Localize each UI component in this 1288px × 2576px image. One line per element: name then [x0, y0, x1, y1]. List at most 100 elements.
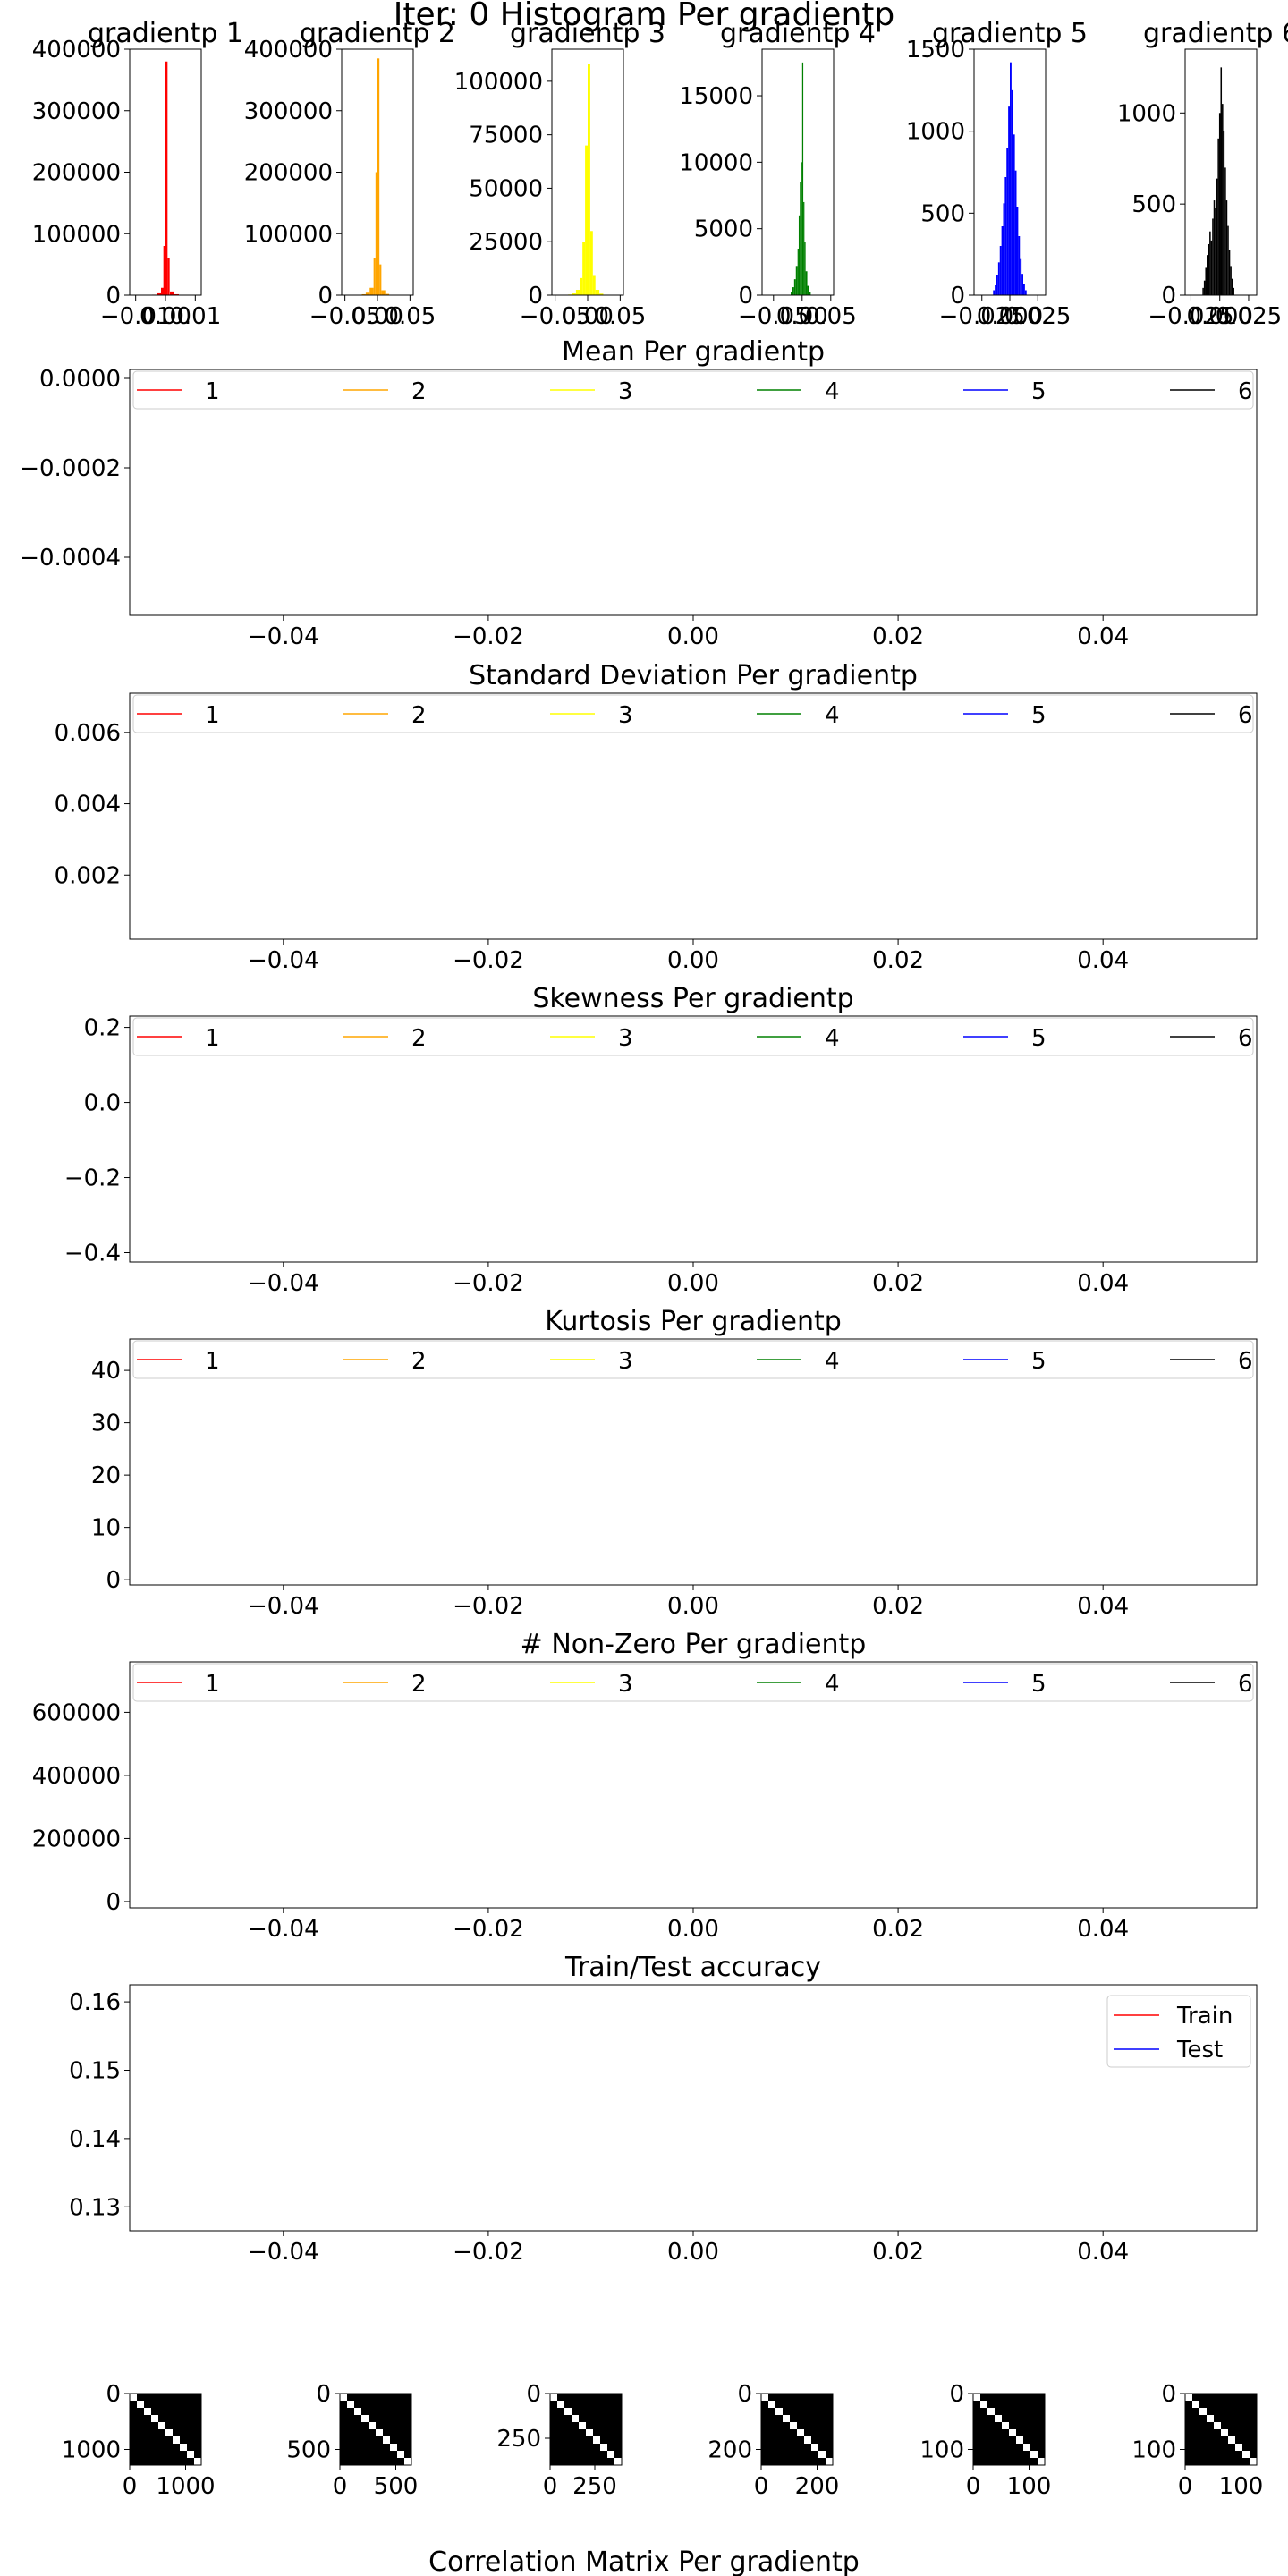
histogram-bar	[996, 275, 998, 295]
histogram-bar	[1220, 67, 1223, 296]
heatmap-cell	[1214, 2444, 1222, 2452]
heatmap-cell	[600, 2415, 608, 2423]
x-tick-label: −0.02	[453, 1916, 524, 1943]
heatmap-cell	[1199, 2401, 1208, 2409]
heatmap-frame	[549, 2393, 623, 2466]
heatmap-cell	[165, 2408, 174, 2416]
heatmap-cell	[1009, 2415, 1017, 2423]
x-tick-label: −0.04	[248, 2239, 319, 2266]
heatmap-cell	[761, 2458, 769, 2466]
heatmap-cell	[340, 2429, 348, 2437]
legend-frame	[132, 694, 1254, 733]
heatmap-cell	[383, 2444, 391, 2452]
heatmap-cell	[130, 2422, 138, 2430]
heatmap-cell	[826, 2394, 834, 2402]
heatmap-cell	[369, 2444, 377, 2452]
heatmap-cell	[340, 2408, 348, 2416]
x-tick-label: 0.00	[667, 623, 719, 650]
heatmap-cell	[1185, 2444, 1193, 2452]
heatmap-cell	[980, 2458, 988, 2466]
heatmap-cell	[600, 2429, 608, 2437]
histogram-bar	[801, 162, 802, 295]
histogram-bar	[165, 61, 168, 295]
x-tick-label: 1000	[156, 2473, 215, 2500]
heatmap-cell	[1023, 2401, 1031, 2409]
heatmap-cell	[144, 2444, 152, 2452]
legend-label-series-6: 6	[1238, 1671, 1253, 1698]
heatmap-cell	[557, 2458, 565, 2466]
x-tick-label: 0.04	[1077, 1916, 1129, 1943]
heatmap-cell	[1228, 2436, 1236, 2445]
legend-label-series-3: 3	[618, 702, 633, 729]
y-tick-label: 1000	[1117, 100, 1176, 127]
histogram-bar	[1010, 62, 1012, 296]
heatmap-cell	[151, 2429, 159, 2437]
heatmap-cell	[137, 2444, 145, 2452]
y-tick-label: 0	[106, 1567, 121, 1594]
heatmap-cell	[194, 2444, 202, 2452]
histogram-bar	[589, 231, 593, 295]
line-chart-title: Standard Deviation Per gradientp	[469, 660, 918, 691]
heatmap-cell	[390, 2444, 398, 2452]
heatmap-cell	[1192, 2429, 1200, 2437]
heatmap-cell	[1192, 2436, 1200, 2445]
heatmap-cell	[761, 2394, 769, 2402]
heatmap-cell	[790, 2415, 798, 2423]
x-tick-label: 0.01	[169, 303, 221, 330]
heatmap-cell	[973, 2401, 981, 2409]
heatmap-cell	[564, 2444, 572, 2452]
heatmap-cell	[572, 2429, 580, 2437]
heatmap-cell	[790, 2422, 798, 2430]
x-tick-label: 0.04	[1077, 1593, 1129, 1620]
y-tick-label: 0.0000	[39, 366, 121, 393]
legend-label-series-1: 1	[205, 378, 220, 405]
legend-label-series-1: 1	[205, 702, 220, 729]
heatmap-cell	[973, 2444, 981, 2452]
figure-suptitle: Iter: 0 Histogram Per gradientp	[394, 0, 894, 33]
heatmap-cell	[811, 2458, 819, 2466]
heatmap-cell	[1221, 2444, 1229, 2452]
heatmap-cell	[768, 2415, 776, 2423]
heatmap-cell	[383, 2429, 391, 2437]
histogram-bar	[592, 275, 596, 295]
heatmap-cell	[607, 2422, 615, 2430]
heatmap-cell	[1038, 2429, 1046, 2437]
histogram-bar	[804, 242, 806, 295]
y-tick-label: 100000	[244, 221, 333, 248]
x-tick-label: −0.02	[453, 2239, 524, 2266]
heatmap-cell	[130, 2458, 138, 2466]
histogram-bar	[381, 290, 386, 295]
x-tick-label: 0	[333, 2473, 348, 2500]
heatmap-cell	[818, 2429, 826, 2437]
heatmap-cell	[347, 2444, 355, 2452]
heatmap-cell	[1192, 2444, 1200, 2452]
histogram-bar	[1021, 274, 1023, 295]
x-tick-label: 0.00	[562, 303, 614, 330]
heatmap-cell	[180, 2458, 188, 2466]
heatmap-cell	[790, 2429, 798, 2437]
heatmap-cell	[361, 2436, 369, 2445]
heatmap-cell	[151, 2394, 159, 2402]
legend-label-series-5: 5	[1031, 1671, 1046, 1698]
histogram-bar	[1024, 290, 1027, 295]
heatmap-cell	[1192, 2451, 1200, 2459]
heatmap-cell	[557, 2429, 565, 2437]
heatmap-cell	[607, 2408, 615, 2416]
heatmap-cell	[180, 2444, 188, 2452]
heatmap-cell	[550, 2458, 558, 2466]
heatmap-cell	[1185, 2401, 1193, 2409]
heatmap-cell	[579, 2394, 587, 2402]
heatmap-cell	[586, 2451, 594, 2459]
x-tick-label: −0.05	[738, 303, 809, 330]
heatmap-cell	[376, 2429, 384, 2437]
heatmap-cell	[397, 2394, 405, 2402]
x-tick-label: 0	[1178, 2473, 1193, 2500]
y-tick-label: 200	[708, 2437, 752, 2464]
x-tick-label: 250	[572, 2473, 617, 2500]
heatmap-cell	[600, 2401, 608, 2409]
y-tick-label: 400000	[32, 1763, 121, 1790]
x-tick-label: 0.00	[667, 1916, 719, 1943]
